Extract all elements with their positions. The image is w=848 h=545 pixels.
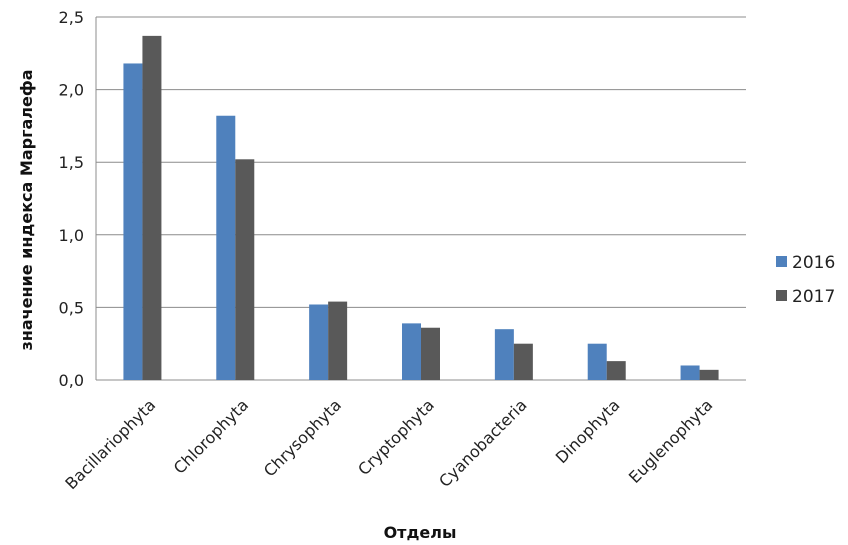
x-axis-title: Отделы bbox=[384, 523, 457, 542]
bar-2016-chlorophyta bbox=[216, 115, 236, 381]
y-tick-label: 0,5 bbox=[59, 298, 84, 317]
x-tick-label: Bacillariophyta bbox=[61, 395, 159, 493]
bar-2017-dinophyta bbox=[606, 361, 626, 380]
bar-2017-euglenophyta bbox=[699, 369, 719, 380]
legend-label-2017: 2017 bbox=[792, 287, 835, 307]
bar-2016-dinophyta bbox=[587, 343, 607, 380]
x-tick-label: Chrysophyta bbox=[260, 395, 345, 480]
legend-label-2016: 2016 bbox=[792, 253, 835, 273]
x-tick-label: Chlorophyta bbox=[170, 395, 252, 477]
x-tick-label: Euglenophyta bbox=[625, 395, 717, 487]
x-tick-label: Cryptophyta bbox=[354, 395, 438, 479]
bar-2016-bacillariophyta bbox=[123, 63, 143, 381]
bar-2017-bacillariophyta bbox=[142, 35, 162, 380]
y-tick-labels: 0,0 0,5 1,0 1,5 2,0 2,5 bbox=[59, 8, 84, 390]
gridlines bbox=[95, 16, 746, 381]
y-tick-label: 2,5 bbox=[59, 8, 84, 27]
bar-2017-cryptophyta bbox=[421, 327, 440, 380]
legend: 2016 2017 bbox=[776, 253, 835, 307]
x-tick-labels: Bacillariophyta Chlorophyta Chrysophyta Cry… bbox=[61, 395, 716, 493]
bar-2016-cryptophyta bbox=[402, 323, 421, 380]
y-axis-title: значение индекса Маргалефа bbox=[17, 70, 36, 351]
x-tick-label: Dinophyta bbox=[552, 395, 624, 467]
bar-2016-cyanobacteria bbox=[494, 329, 514, 380]
y-tick-label: 0,0 bbox=[59, 371, 84, 390]
bars bbox=[123, 35, 719, 381]
legend-swatch-2017 bbox=[776, 290, 787, 301]
y-tick-label: 2,0 bbox=[59, 81, 84, 100]
bar-2016-euglenophyta bbox=[680, 365, 700, 380]
bar-2017-chlorophyta bbox=[235, 159, 255, 380]
bar-2017-cyanobacteria bbox=[513, 343, 533, 380]
y-tick-label: 1,0 bbox=[59, 226, 84, 245]
bar-2017-chrysophyta bbox=[328, 301, 348, 380]
legend-swatch-2016 bbox=[776, 256, 787, 267]
bar-2016-chrysophyta bbox=[309, 304, 329, 380]
y-tick-label: 1,5 bbox=[59, 153, 84, 172]
x-tick-label: Cyanobacteria bbox=[435, 395, 531, 491]
